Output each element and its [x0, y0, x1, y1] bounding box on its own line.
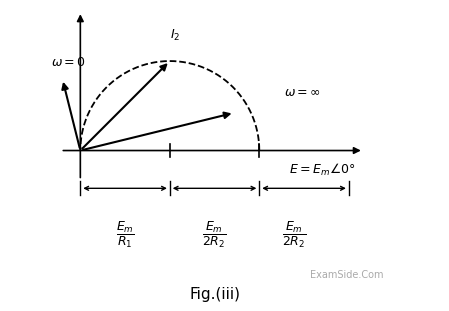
Text: Fig.(iii): Fig.(iii) — [189, 287, 240, 302]
Text: ExamSide.Com: ExamSide.Com — [310, 270, 383, 280]
Text: $E = E_m\angle0°$: $E = E_m\angle0°$ — [289, 162, 356, 179]
Text: $\dfrac{E_m}{R_1}$: $\dfrac{E_m}{R_1}$ — [116, 220, 134, 250]
Text: $\omega=0$: $\omega=0$ — [50, 56, 85, 69]
Text: $\dfrac{E_m}{2R_2}$: $\dfrac{E_m}{2R_2}$ — [282, 220, 306, 250]
Text: $\omega=\infty$: $\omega=\infty$ — [284, 86, 321, 99]
Text: $\dfrac{E_m}{2R_2}$: $\dfrac{E_m}{2R_2}$ — [202, 220, 227, 250]
Text: $I_2$: $I_2$ — [170, 28, 180, 43]
